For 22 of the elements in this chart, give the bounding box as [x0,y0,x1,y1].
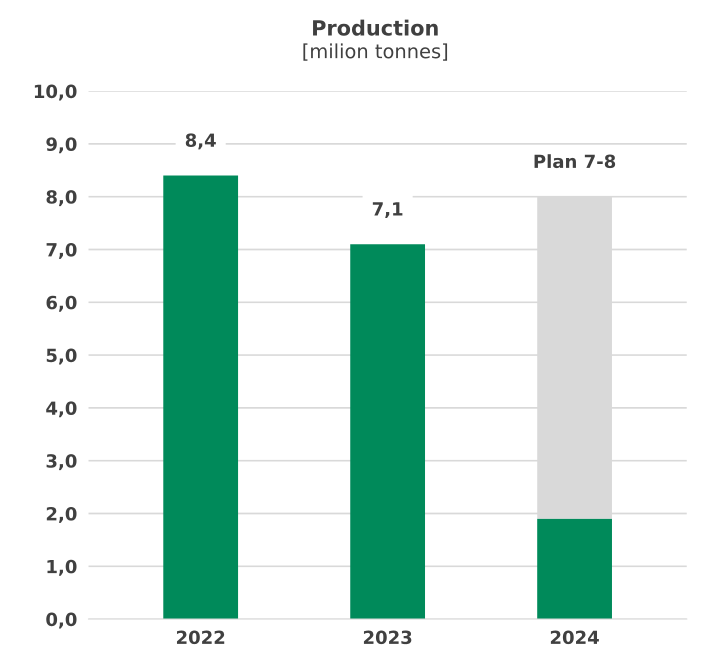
y-tick-label: 0,0 [46,612,77,629]
y-tick-label: 6,0 [46,296,77,312]
data-label: 7,1 [372,202,402,218]
x-tick-label: 2024 [550,630,599,644]
y-tick-label: 3,0 [46,454,77,470]
bar [163,176,238,620]
chart-title: Production [313,20,438,36]
y-tick-label: 10,0 [34,84,77,101]
x-tick-label: 2022 [176,630,224,644]
x-tick-label: 2023 [364,630,412,644]
bar [537,518,612,620]
y-tick-label: 9,0 [46,137,77,154]
data-label: Plan 7-8 [534,154,616,168]
y-tick-label: 8,0 [46,190,77,206]
data-label: 8,4 [186,133,216,150]
chart-subtitle: [milion tonnes] [303,43,448,61]
y-tick-label: 1,0 [47,560,77,576]
y-tick-label: 2,0 [46,506,77,523]
y-tick-label: 7,0 [46,242,77,259]
y-tick-label: 4,0 [46,401,77,418]
bar [350,244,426,620]
y-tick-label: 5,0 [46,348,77,365]
